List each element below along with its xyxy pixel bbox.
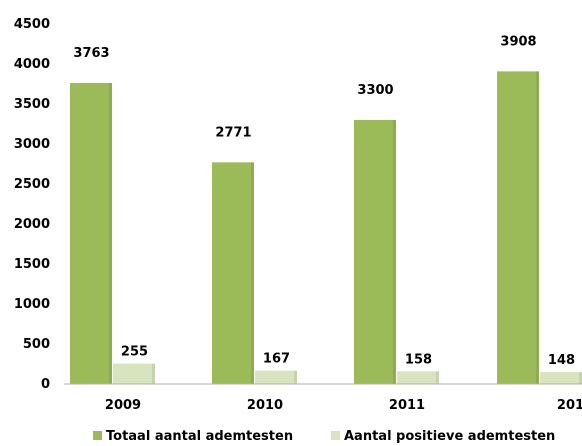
bar-shade	[109, 82, 112, 385]
data-label: 3908	[500, 34, 536, 49]
y-tick-label: 3000	[14, 137, 50, 152]
bar-shade	[251, 162, 254, 384]
y-tick-label: 1500	[14, 257, 50, 272]
bar-positief	[113, 363, 155, 384]
legend-swatch	[93, 431, 102, 440]
legend-label: Aantal positieve ademtesten	[344, 429, 555, 444]
bar-shade	[393, 120, 396, 384]
y-tick-label: 500	[23, 337, 50, 352]
data-label: 3300	[357, 83, 393, 98]
bar-totaal	[497, 71, 539, 385]
bar-totaal	[354, 120, 396, 384]
data-label: 255	[121, 345, 148, 360]
legend: Totaal aantal ademtesten Aantal positieve…	[93, 429, 555, 444]
bar-positief	[540, 372, 582, 384]
x-axis-ticks: 2009 2010 2011 2012	[105, 398, 582, 413]
data-label: 148	[548, 353, 575, 368]
bar-series	[70, 71, 582, 385]
y-tick-label: 0	[41, 377, 50, 392]
data-labels: 3763 255 2771 167 3300 158 3908 148	[73, 34, 575, 368]
x-tick-label: 2011	[389, 398, 425, 413]
bar-shade	[579, 372, 582, 384]
y-tick-label: 2000	[14, 217, 50, 232]
y-tick-label: 4500	[14, 17, 50, 32]
x-tick-label: 2009	[105, 398, 141, 413]
bar-shade	[152, 363, 155, 384]
bar-totaal	[70, 82, 112, 385]
x-tick-label: 2010	[247, 398, 283, 413]
data-label: 2771	[215, 125, 251, 140]
bar-shade	[294, 370, 297, 384]
y-tick-label: 3500	[14, 97, 50, 112]
y-tick-label: 2500	[14, 177, 50, 192]
legend-label: Totaal aantal ademtesten	[106, 429, 293, 444]
y-tick-label: 4000	[14, 57, 50, 72]
bar-shade	[536, 71, 539, 385]
bar-positief	[255, 370, 297, 384]
data-label: 167	[263, 352, 290, 367]
x-tick-label: 2012	[557, 398, 582, 413]
bar-positief	[397, 371, 439, 384]
y-tick-label: 1000	[14, 297, 50, 312]
bar-shade	[436, 371, 439, 384]
data-label: 158	[405, 352, 432, 367]
y-axis-ticks: 0 500 1000 1500 2000 2500 3000 3500 4000 4500	[14, 17, 50, 392]
legend-swatch	[331, 431, 340, 440]
bar-totaal	[212, 162, 254, 384]
data-label: 3763	[73, 46, 109, 61]
